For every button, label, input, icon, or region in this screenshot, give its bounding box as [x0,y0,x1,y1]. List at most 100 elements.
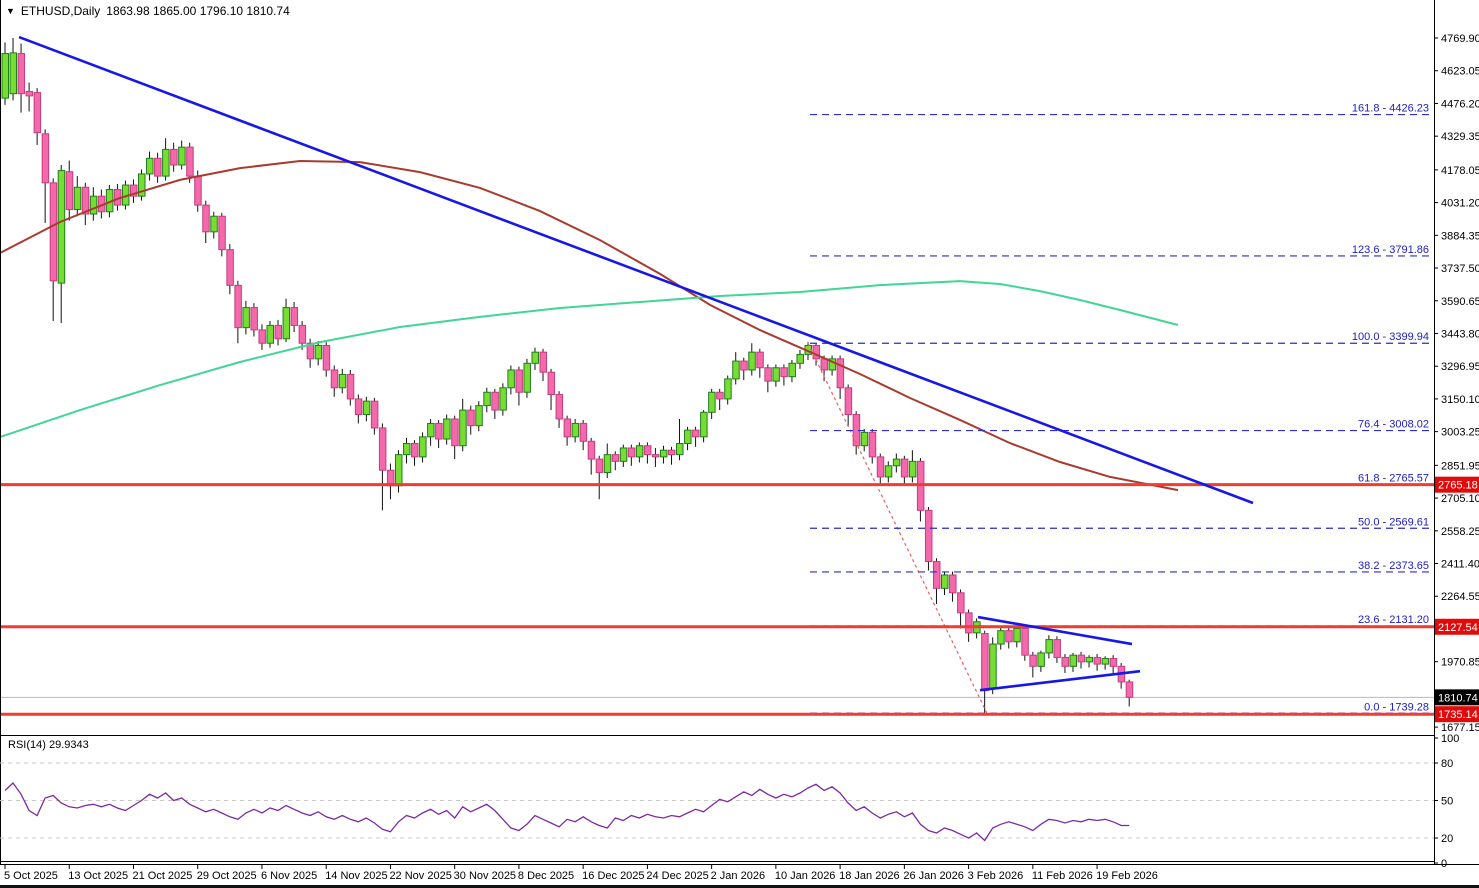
candle-down [1061,656,1069,667]
candle-up [73,186,82,211]
candle-up [507,369,515,389]
candle-up [997,630,1005,645]
time-axis[interactable]: 5 Oct 2025 13 Oct 2025 21 Oct 2025 29 Oct 2… [4,864,1158,883]
candle-up [57,170,66,284]
candle-up [635,445,644,458]
price-tag-label: 1810.74 [1438,692,1478,704]
candle-down [218,215,226,251]
fib-level-label: 161.8 - 4426.23 [1352,103,1429,115]
candle-up [403,443,411,456]
symbol-collapse-icon[interactable]: ▼ [6,6,15,16]
candle-up [138,173,146,197]
candle-up [394,454,403,487]
price-tick-label: 1677.15 [1441,722,1479,734]
date-tick-label: 14 Nov 2025 [325,870,387,882]
fib-level-label: 23.6 - 2131.20 [1358,614,1429,626]
candle-up [796,353,804,364]
price-tick-label: 2851.95 [1441,460,1479,472]
rsi-line [4,782,1130,842]
candle-up [1101,658,1110,665]
price-tick-label: 2411.40 [1441,559,1479,571]
fib-level-label: 100.0 - 3399.94 [1352,331,1429,343]
ma-green [0,280,1179,438]
candle-down [692,429,700,438]
candle-up [89,195,98,215]
candle-down [154,157,162,177]
candle-down [250,307,258,331]
candle-up [523,362,531,393]
candle-down [836,358,845,389]
candle-down [957,592,965,614]
price-tag [1435,618,1479,635]
window-bottom-edge [0,885,1479,888]
candle-up [788,362,796,378]
price-tag-label: 2127.54 [1438,622,1478,634]
candle-up [772,367,780,382]
candle-down [651,454,660,458]
candle-down [924,509,933,563]
candle-up [700,411,708,438]
candle-up [443,418,451,440]
candle-up [989,643,997,690]
candle-down [194,175,202,206]
fib-level-label: 123.6 - 3791.86 [1352,244,1429,256]
rsi-scale-label: 20 [1441,833,1453,845]
rsi-indicator-label: RSI(14) 29.9343 [8,739,89,751]
price-tags: 2765.18 2127.54 1735.14 1810.74 [1435,476,1479,723]
candle-down [1125,681,1134,698]
candle-up [483,391,491,407]
candle-up [362,400,371,416]
candle-down [1093,656,1102,665]
candle-down [17,53,26,95]
price-tick-label: 3296.95 [1441,361,1479,373]
candle-up [684,429,692,445]
price-tag [1435,689,1479,706]
date-tick-label: 2 Jan 2026 [711,870,765,882]
candle-down [1029,654,1037,667]
rsi-scale-label: 100 [1441,733,1459,745]
candle-down [764,367,772,382]
candle-down [627,447,636,458]
candle-down [451,418,459,447]
triangle-upper-trendline [977,615,1133,646]
candle-up [475,405,483,427]
horizontal-level-lines[interactable] [0,483,1434,716]
price-tick-label: 3443.80 [1441,328,1479,340]
candle-down [667,449,676,456]
date-tick-label: 10 Jan 2026 [775,870,836,882]
candle-down [595,458,604,473]
candle-up [1037,652,1045,667]
candle-up [619,447,628,462]
candle-down [932,561,941,589]
price-tag-label: 2765.18 [1438,480,1478,492]
candle-up [162,148,170,177]
candle-up [1069,654,1077,667]
candle-down [202,204,210,233]
date-tick-label: 18 Jan 2026 [839,870,900,882]
fibonacci-retracement[interactable]: 161.8 - 4426.23 123.6 - 3791.86 100.0 - 33… [807,103,1434,714]
candle-up [1085,656,1094,663]
candle-up [9,52,18,95]
candle-up [748,351,756,371]
candle-up [419,436,427,458]
ma-maroon [0,159,1179,492]
rsi-scale-label: 80 [1441,758,1453,770]
price-axis[interactable]: 4769.90 4623.05 4476.20 4329.35 4178.05 4031.… [1434,0,1479,870]
candle-down [643,445,652,456]
candle-down [298,324,307,344]
price-tick-label: 3737.50 [1441,263,1479,275]
candle-down [868,431,877,458]
candle-down [1053,639,1061,658]
date-tick-label: 8 Dec 2025 [518,870,574,882]
date-tick-label: 30 Nov 2025 [454,870,516,882]
date-tick-label: 29 Oct 2025 [197,870,257,882]
candle-up [1013,627,1021,643]
rsi-scale-label: 0 [1441,858,1447,870]
candle-down [226,249,234,286]
candle-up [860,431,869,447]
candle-up [941,574,949,589]
trendlines[interactable] [18,35,1254,692]
candle-down [25,90,34,97]
candle-down [611,454,620,462]
